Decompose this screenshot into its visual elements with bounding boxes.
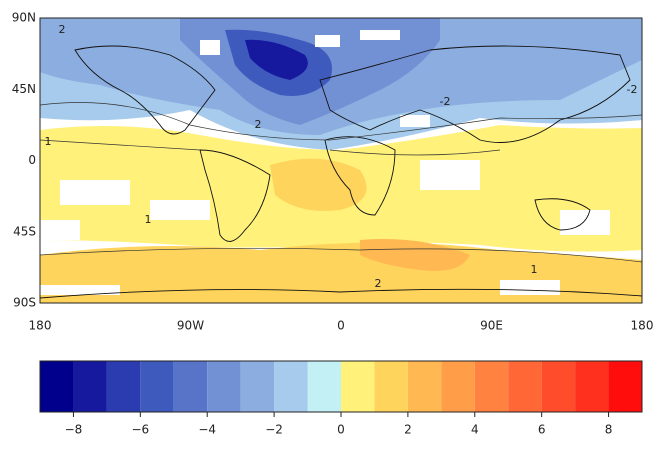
colorbar-tick-label: 0 [337,423,345,437]
contour-label: 1 [531,263,538,276]
colorbar-bin [40,361,74,412]
colorbar-bin [73,361,107,412]
lon-label: 180 [631,319,654,333]
colorbar-bin [541,361,576,412]
shade-orange [270,158,367,211]
colorbar-bin [341,361,375,412]
colorbar-tick-label: 2 [404,423,412,437]
blank-cells-south [40,280,560,295]
colorbar-bin [307,361,341,412]
lat-label: 0 [28,153,36,167]
contour-label: -2 [440,95,451,108]
lon-label: 90W [177,319,204,333]
colorbar-bin [173,361,208,412]
lon-label: 180 [29,319,52,333]
blank-cells [200,30,430,127]
colorbar-tick-label: 4 [471,423,479,437]
lat-label: 45S [13,224,36,238]
colorbar-bin [441,361,475,412]
map-field [40,18,642,303]
contour-label: 1 [145,213,152,226]
blank-cells-tropics [40,160,610,240]
lat-label: 90S [13,296,36,310]
contour-label: 2 [255,118,262,131]
colorbar-tick-label: −8 [65,423,83,437]
contour-label: -2 [627,83,638,96]
lon-label: 0 [337,319,345,333]
contour-line [40,102,642,263]
shade-darkest [245,39,308,80]
coastline [40,45,642,299]
contour-label: 2 [375,277,382,290]
colorbar-bin [575,361,609,412]
colorbar-bin [508,361,542,412]
colorbar-tick-label: −6 [131,423,149,437]
lat-label: 90N [12,11,36,25]
contour-label: 1 [45,135,52,148]
colorbar-tick-label: 8 [605,423,613,437]
colorbar-tick-label: 6 [538,423,546,437]
contour-label: 2 [59,23,66,36]
shade-south-dark-orange [360,239,470,271]
colorbar-bin [608,361,642,412]
colorbar-bin [140,361,174,412]
lon-label: 90E [480,319,503,333]
lat-label: 45N [12,82,36,96]
colorbar-tick-label: −2 [265,423,283,437]
map-frame [39,17,643,304]
shade-south-orange [40,242,642,303]
colorbar-bin [374,361,408,412]
colorbar-bin [474,361,509,412]
colorbar-bin [274,361,308,412]
colorbar-bin [207,361,241,412]
colorbar-bin [106,361,141,412]
colorbar-bin [240,361,275,412]
colorbar-tick-label: −4 [198,423,216,437]
colorbar-bin [407,361,442,412]
